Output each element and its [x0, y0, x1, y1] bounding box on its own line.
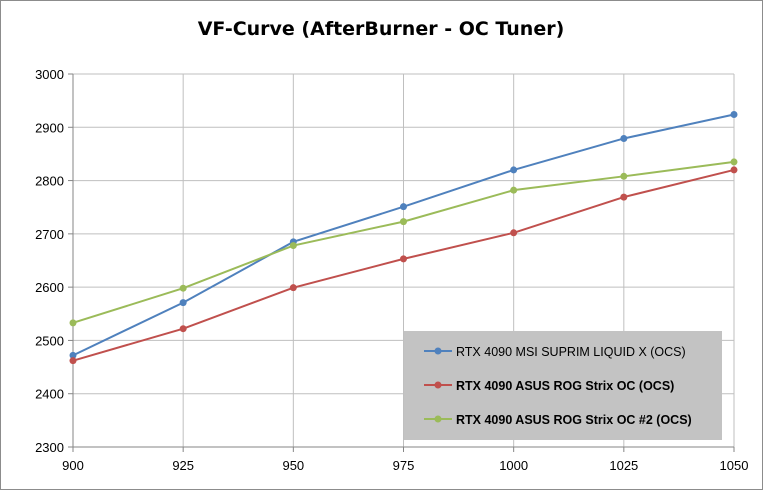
y-tick-label: 2600 — [35, 280, 64, 295]
data-point — [510, 166, 518, 174]
y-tick-label: 2800 — [35, 174, 64, 189]
series-group — [69, 110, 738, 365]
legend: RTX 4090 MSI SUPRIM LIQUID X (OCS) RTX 40… — [404, 331, 722, 440]
data-point — [510, 229, 518, 237]
data-point — [620, 193, 628, 201]
data-point — [620, 172, 628, 180]
data-point — [179, 284, 187, 292]
data-point — [730, 110, 738, 118]
chart-title: VF-Curve (AfterBurner - OC Tuner) — [198, 18, 565, 40]
data-point — [400, 255, 407, 263]
data-point — [289, 284, 297, 292]
data-point — [730, 166, 738, 174]
data-point — [730, 158, 738, 166]
x-tick-label: 950 — [282, 458, 304, 473]
data-point — [289, 242, 297, 250]
data-point — [179, 299, 187, 307]
legend-swatch-marker — [434, 347, 442, 355]
y-tick-label: 2900 — [35, 120, 64, 135]
data-point — [69, 319, 77, 327]
y-tick-label: 2700 — [35, 227, 64, 242]
data-point — [69, 351, 77, 359]
data-point — [69, 357, 77, 365]
legend-label: RTX 4090 ASUS ROG Strix OC (OCS) — [456, 379, 674, 393]
legend-swatch-marker — [434, 381, 442, 389]
data-point — [179, 325, 187, 333]
data-point — [620, 134, 628, 142]
legend-box — [404, 331, 722, 440]
x-tick-label: 925 — [172, 458, 194, 473]
x-tick-label: 1050 — [720, 458, 749, 473]
data-point — [400, 218, 407, 226]
axes: 2300 2400 2500 2600 2700 2800 2900 3000 900 925 95… — [35, 67, 748, 473]
data-point — [400, 203, 407, 211]
x-tick-label: 1000 — [499, 458, 528, 473]
x-tick-label: 975 — [393, 458, 415, 473]
legend-label: RTX 4090 ASUS ROG Strix OC #2 (OCS) — [456, 413, 692, 427]
y-tick-label: 3000 — [35, 67, 64, 82]
legend-swatch-marker — [434, 415, 442, 423]
y-tick-label: 2500 — [35, 333, 64, 348]
x-tick-label: 1025 — [609, 458, 638, 473]
x-tick-label: 900 — [62, 458, 84, 473]
y-tick-label: 2400 — [35, 387, 64, 402]
legend-label: RTX 4090 MSI SUPRIM LIQUID X (OCS) — [456, 345, 686, 359]
y-tick-label: 2300 — [35, 440, 64, 455]
data-point — [510, 186, 518, 194]
